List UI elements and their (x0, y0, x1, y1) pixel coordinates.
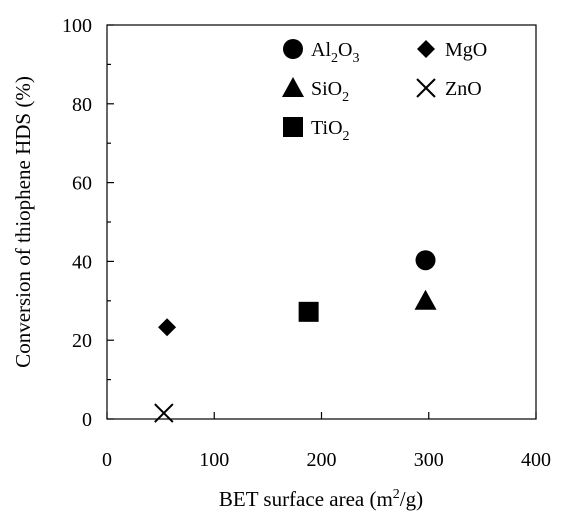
axis-tick-labels: 0 100 200 300 400 0 20 40 60 80 100 (62, 15, 551, 471)
y-axis-title: Conversion of thiophene HDS (%) (11, 76, 35, 368)
legend-label-tio2: TiO2 (311, 117, 350, 144)
legend-label-text: TiO (311, 117, 343, 139)
legend-label-subscript: 2 (331, 51, 338, 66)
data-points (154, 250, 437, 423)
data-point-zno-stroke-b (154, 403, 174, 423)
legend-label-mgo: MgO (445, 39, 487, 61)
x-axis-title-superscript: 2 (393, 487, 400, 502)
y-tick-label: 80 (72, 94, 92, 116)
legend-marker-zno (416, 78, 436, 98)
legend-label-text: SiO (311, 78, 342, 100)
x-axis-title: BET surface area (m2/g) (219, 487, 423, 511)
x-tick-label: 400 (521, 449, 551, 471)
legend-marker-tio2 (283, 117, 303, 137)
legend-marker-al2o3 (283, 39, 303, 59)
data-point-al2o3 (415, 250, 436, 271)
y-tick-label: 0 (82, 409, 92, 431)
legend-label-sio2: SiO2 (311, 78, 349, 105)
y-tick-label: 60 (72, 173, 92, 195)
x-axis-title-main: BET surface area (m (219, 487, 393, 511)
legend-label-zno: ZnO (445, 78, 482, 100)
legend-label-subscript: 2 (343, 129, 350, 144)
legend-label-subscript: 2 (342, 90, 349, 105)
x-tick-label: 100 (199, 449, 229, 471)
y-tick-label: 100 (62, 15, 92, 37)
x-tick-label: 200 (307, 449, 337, 471)
legend-label-text: Al (311, 39, 331, 61)
legend-label-al2o3: Al2O3 (311, 39, 359, 66)
y-tick-label: 40 (72, 251, 92, 273)
legend-label-text: O (338, 39, 352, 61)
legend-marker-sio2 (282, 77, 304, 97)
legend-label-subscript: 3 (352, 51, 359, 66)
legend-label-text: ZnO (445, 78, 482, 100)
x-tick-label: 300 (414, 449, 444, 471)
data-point-zno (154, 403, 174, 423)
y-tick-label: 20 (72, 330, 92, 352)
data-point-tio2 (298, 301, 319, 322)
x-tick-label: 0 (102, 449, 112, 471)
axis-ticks (106, 24, 537, 420)
legend-marker-mgo (417, 40, 435, 58)
x-axis-title-unit: /g) (400, 487, 423, 511)
data-point-sio2 (414, 289, 437, 310)
legend-label-text: MgO (445, 39, 487, 61)
data-point-mgo (158, 318, 177, 337)
legend-marker-zno-stroke-b (416, 78, 436, 98)
